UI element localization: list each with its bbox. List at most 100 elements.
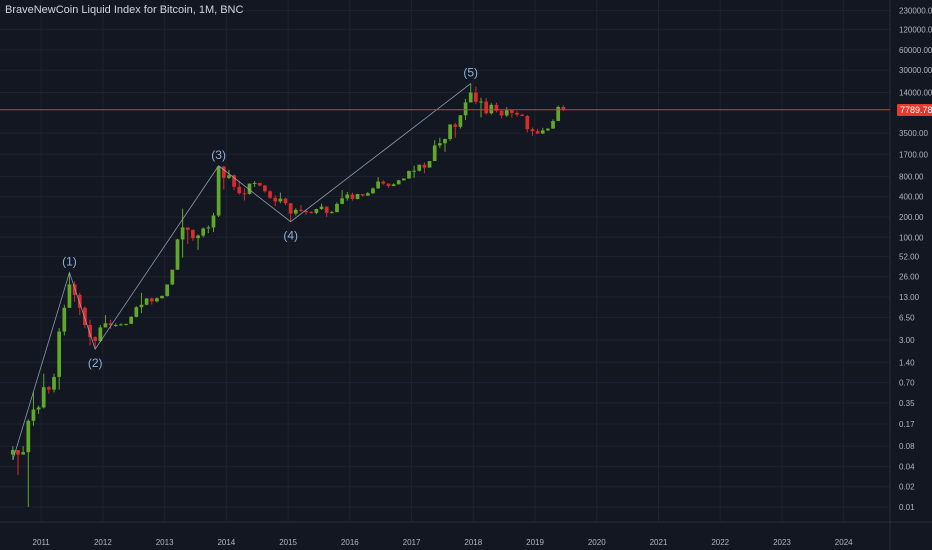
- y-tick-label: 52.00: [899, 252, 920, 261]
- candle-body: [546, 128, 550, 131]
- candle-body: [309, 212, 314, 214]
- candle-body: [119, 324, 123, 326]
- candle-body: [381, 181, 386, 184]
- candle-body: [453, 124, 458, 127]
- candle-body: [355, 194, 360, 199]
- candle-body: [391, 184, 396, 187]
- candle-body: [417, 164, 422, 171]
- candle-body: [324, 206, 329, 213]
- candle-body: [72, 284, 77, 295]
- candle-body: [530, 129, 535, 132]
- candle-body: [26, 420, 31, 453]
- candle-body: [556, 106, 561, 122]
- candle-body: [227, 175, 231, 178]
- candle-body: [134, 307, 139, 317]
- candle-body: [504, 109, 509, 116]
- x-tick-label: 2024: [835, 538, 853, 547]
- y-tick-label: 3500.00: [899, 129, 928, 138]
- candle-body: [160, 295, 164, 299]
- y-tick-label: 0.08: [899, 442, 915, 451]
- x-tick-label: 2013: [156, 538, 174, 547]
- candle-body: [201, 228, 206, 236]
- candle-body: [67, 284, 72, 308]
- candle-body: [257, 182, 262, 186]
- candle-body: [57, 331, 62, 377]
- x-tick-label: 2019: [526, 538, 544, 547]
- candle-body: [458, 115, 463, 127]
- candle-body: [83, 307, 87, 326]
- candle-body: [340, 198, 344, 204]
- candle-body: [365, 193, 370, 196]
- candle-body: [237, 186, 242, 194]
- candle-body: [293, 209, 298, 214]
- candle-body: [221, 166, 226, 178]
- candle-body: [396, 180, 401, 185]
- candle-body: [175, 239, 180, 270]
- y-tick-label: 3.00: [899, 336, 915, 345]
- y-tick-label: 0.01: [899, 503, 915, 512]
- candle-body: [463, 102, 468, 116]
- y-tick-label: 120000.00: [899, 26, 932, 35]
- candle-body: [345, 194, 350, 199]
- candle-body: [108, 323, 113, 326]
- x-tick-label: 2011: [33, 538, 51, 547]
- y-tick-label: 0.04: [899, 462, 915, 471]
- candle-body: [77, 294, 82, 308]
- candle-body: [525, 115, 530, 130]
- candle-body: [474, 92, 478, 102]
- elliott-wave: (1) (2) (3) (4) (5): [12, 66, 478, 461]
- candle-body: [129, 316, 134, 324]
- x-tick-label: 2021: [650, 538, 668, 547]
- candle-body: [448, 124, 452, 139]
- candle-body: [438, 143, 442, 146]
- candle-body: [88, 325, 92, 338]
- candle-body: [52, 376, 56, 390]
- candle-body: [535, 131, 540, 134]
- candle-body: [350, 194, 355, 199]
- x-tick-label: 2018: [464, 538, 482, 547]
- wave-label: (1): [62, 255, 77, 269]
- candle-body: [314, 209, 319, 213]
- y-tick-label: 0.17: [899, 420, 915, 429]
- candle-body: [520, 114, 525, 116]
- candle-body: [283, 198, 288, 204]
- y-tick-label: 0.02: [899, 483, 915, 492]
- candle-body: [494, 104, 499, 111]
- candle-body: [299, 209, 303, 212]
- x-tick-label: 2014: [217, 538, 235, 547]
- y-tick-label: 26.00: [899, 273, 920, 282]
- candle-body: [211, 215, 216, 228]
- candle-body: [180, 227, 185, 240]
- wave-label: (5): [463, 66, 478, 80]
- candle-body: [288, 203, 293, 214]
- candle-body: [16, 450, 20, 455]
- x-tick-label: 2015: [279, 538, 297, 547]
- candle-body: [407, 170, 411, 179]
- last-price-badge: 7789.78: [897, 103, 932, 116]
- candle-body: [216, 166, 221, 216]
- candle-body: [484, 101, 489, 114]
- candle-body: [371, 188, 375, 194]
- y-tick-label: 1.40: [899, 358, 915, 367]
- candle-body: [278, 198, 283, 202]
- chart-title: BraveNewCoin Liquid Index for Bitcoin, 1…: [5, 4, 244, 16]
- candle-body: [170, 269, 175, 285]
- candle-body: [31, 409, 36, 421]
- candle-body: [206, 227, 211, 229]
- x-tick-label: 2012: [94, 538, 112, 547]
- candle-body: [468, 92, 473, 103]
- candle-body: [401, 178, 406, 181]
- candles: [11, 83, 566, 508]
- candle-body: [268, 191, 272, 198]
- y-tick-label: 6.50: [899, 313, 915, 322]
- candle-body: [191, 229, 195, 239]
- candle-body: [360, 194, 365, 196]
- candle-body: [304, 211, 308, 213]
- wave-label: (3): [211, 148, 226, 162]
- y-tick-label: 0.35: [899, 399, 915, 408]
- candle-body: [443, 138, 447, 144]
- candle-body: [62, 307, 67, 332]
